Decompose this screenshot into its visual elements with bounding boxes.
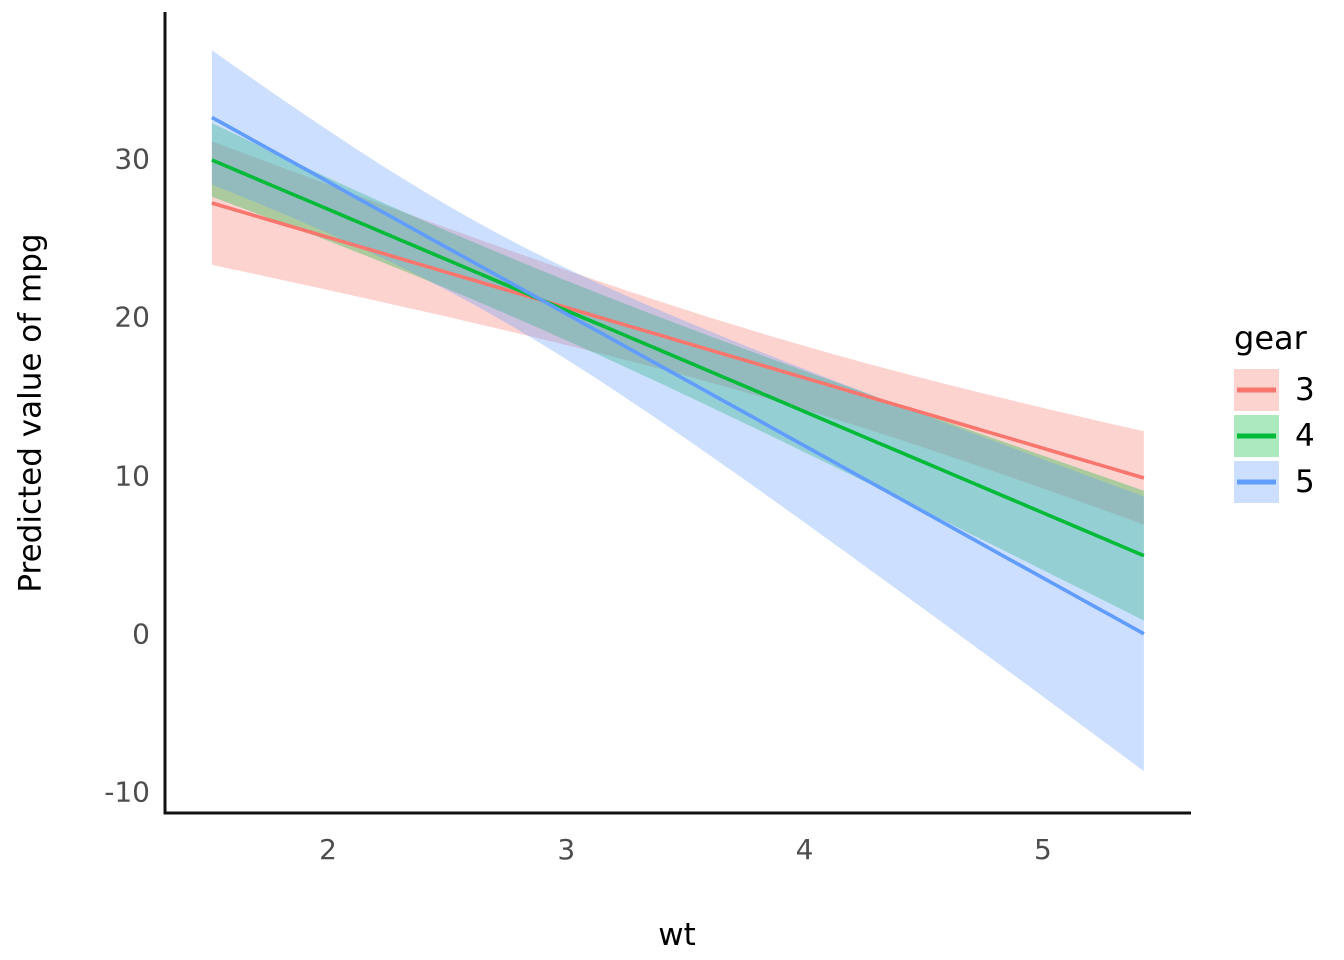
- y-axis-title: Predicted value of mpg: [12, 233, 49, 593]
- regression-line-gear-5: [211, 115, 1145, 636]
- legend-key-line: [1237, 387, 1276, 393]
- y-tick-label--10: -10: [104, 775, 150, 809]
- x-tick-label-2: 2: [319, 833, 337, 866]
- confidence-ribbon-gear-3: [211, 141, 1144, 525]
- y-tick-label-0: 0: [132, 617, 150, 651]
- y-tick-label-20: 20: [114, 300, 150, 334]
- legend-entry-label: 4: [1295, 417, 1315, 454]
- legend-entry-label: 3: [1295, 371, 1315, 408]
- axis-lines: [163, 12, 1191, 815]
- x-tick-label-4: 4: [795, 833, 814, 866]
- legend-entry-gear-3: 3: [1234, 369, 1315, 411]
- legend-title: gear: [1234, 319, 1307, 357]
- confidence-ribbons: [211, 50, 1144, 772]
- regression-line-gear-3: [211, 201, 1145, 480]
- legend: gear 3 4 5: [1234, 322, 1315, 507]
- legend-key-line: [1237, 433, 1276, 439]
- x-axis-title: wt: [658, 917, 696, 953]
- legend-entries: 3 4 5: [1234, 369, 1315, 503]
- legend-entry-label: 5: [1295, 463, 1315, 500]
- legend-key-swatch: [1234, 461, 1279, 503]
- legend-key-swatch: [1234, 369, 1279, 411]
- x-tick-label-5: 5: [1033, 833, 1052, 866]
- regression-line-gear-4: [211, 158, 1145, 558]
- regression-lines: [211, 115, 1145, 636]
- y-tick-label-30: 30: [114, 142, 150, 176]
- legend-entry-gear-4: 4: [1234, 415, 1315, 457]
- confidence-ribbon-gear-5: [211, 50, 1144, 772]
- legend-key-line: [1237, 479, 1276, 485]
- x-tick-label-3: 3: [557, 833, 576, 866]
- legend-entry-gear-5: 5: [1234, 461, 1315, 503]
- legend-key-swatch: [1234, 415, 1279, 457]
- y-tick-label-10: 10: [114, 459, 150, 493]
